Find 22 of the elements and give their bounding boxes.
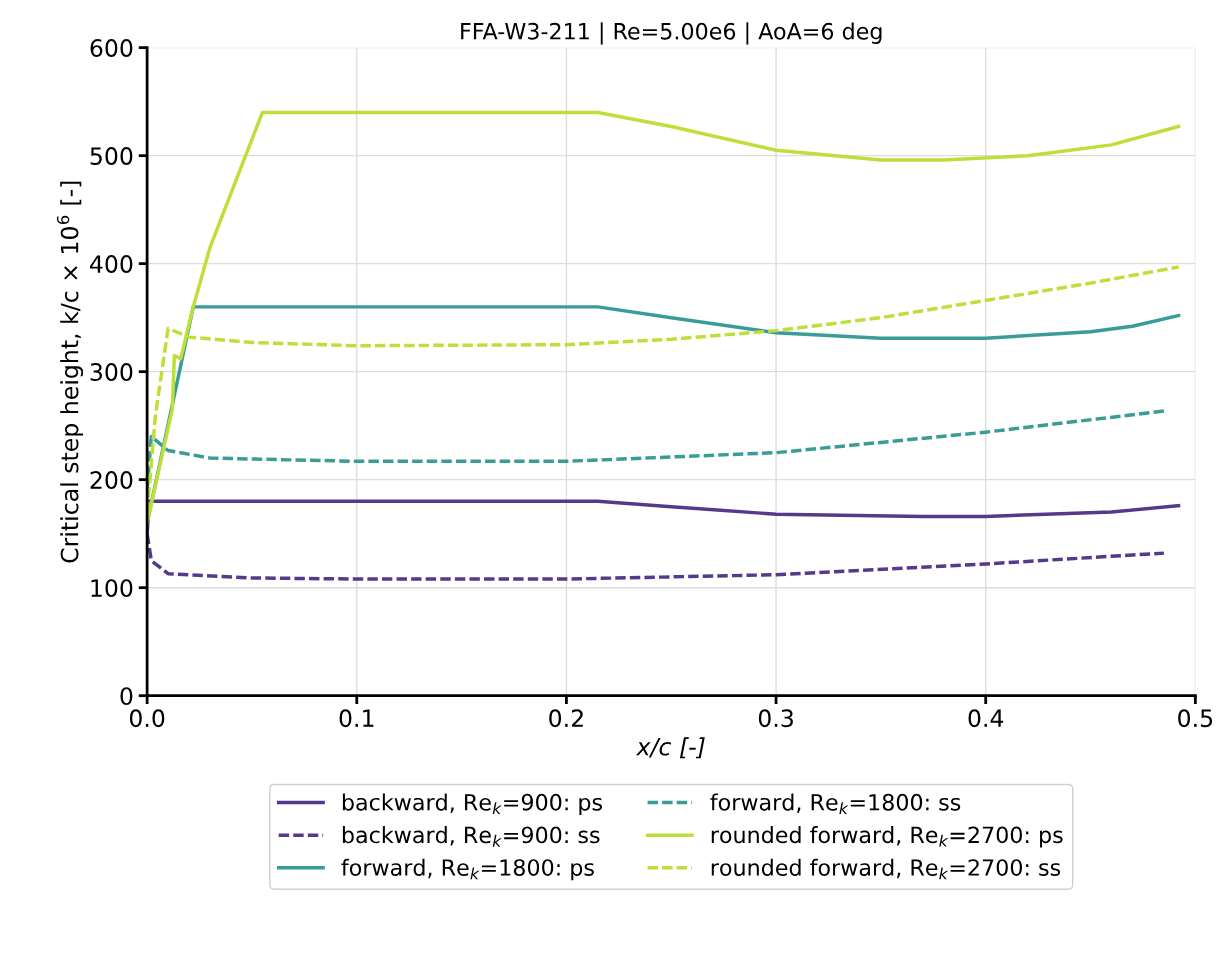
x-tick-label: 0.0 — [129, 709, 165, 728]
legend-label: backward, Re$_{k}$=900: ss — [342, 826, 600, 847]
legend-label: forward, Re$_{k}$=1800: ps — [341, 858, 594, 881]
legend-label: rounded forward, Re$_{k}$=2700: ps — [711, 826, 1063, 848]
x-tick-label: 0.1 — [339, 709, 374, 728]
x-tick-label: 0.4 — [968, 709, 1004, 728]
x-tick-label: 0.3 — [758, 709, 793, 728]
x-axis-title: x/c [-] — [635, 737, 705, 759]
chart-title: FFA-W3-211 | Re=5.00e6 | AoA=6 deg — [461, 22, 882, 45]
legend-label: forward, Re$_{k}$=1800: ss — [710, 793, 961, 814]
legend-label: backward, Re$_{k}$=900: ps — [342, 793, 602, 815]
y-tick-label: 500 — [90, 147, 133, 165]
y-axis-title: Critical step height, k/c × 10$^{6}$ [-] — [56, 181, 84, 563]
y-tick-label: 200 — [90, 471, 133, 489]
y-tick-label: 600 — [90, 39, 133, 57]
y-tick-label: 300 — [90, 363, 133, 381]
x-tick-label: 0.5 — [1178, 709, 1213, 728]
y-tick-label: 100 — [91, 579, 133, 597]
x-tick-label: 0.2 — [549, 709, 583, 728]
legend-label: rounded forward, Re$_{k}$=2700: ss — [711, 858, 1061, 880]
y-tick-label: 400 — [90, 255, 133, 273]
y-tick-label: 0 — [120, 687, 133, 705]
